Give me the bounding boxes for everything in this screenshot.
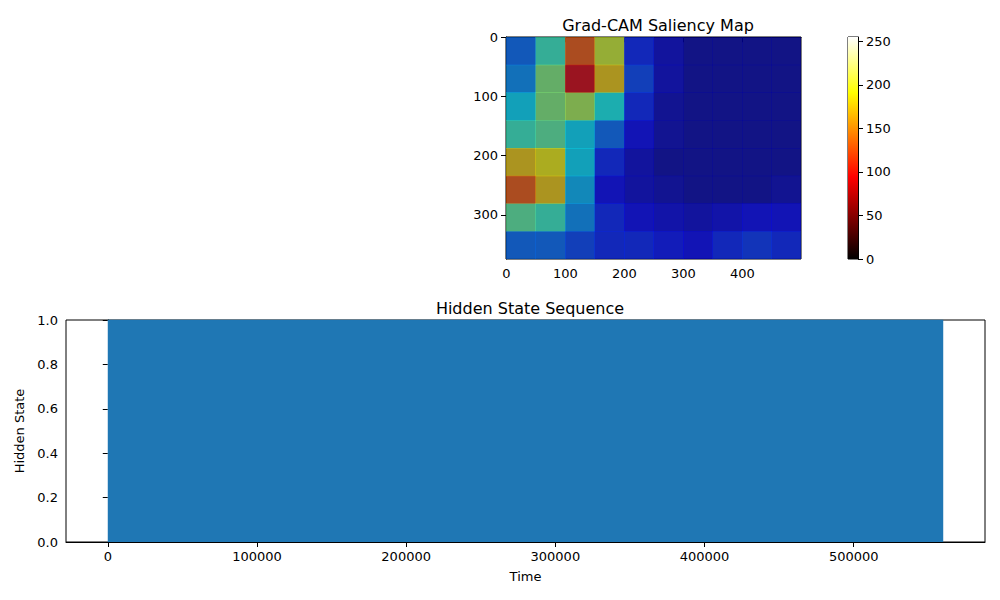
svg-text:0: 0: [502, 266, 510, 281]
svg-text:0.0: 0.0: [37, 535, 58, 550]
svg-text:300: 300: [473, 207, 498, 222]
svg-text:0: 0: [104, 549, 112, 564]
svg-text:200: 200: [473, 148, 498, 163]
svg-text:50: 50: [866, 208, 883, 223]
svg-text:300: 300: [671, 266, 696, 281]
svg-text:0.6: 0.6: [37, 401, 58, 416]
svg-text:200000: 200000: [381, 549, 431, 564]
svg-text:0.4: 0.4: [37, 446, 58, 461]
svg-text:1.0: 1.0: [37, 313, 58, 328]
svg-text:0: 0: [866, 252, 874, 267]
svg-text:250: 250: [866, 34, 891, 49]
svg-text:500000: 500000: [829, 549, 879, 564]
svg-text:0.8: 0.8: [37, 357, 58, 372]
svg-text:0.2: 0.2: [37, 490, 58, 505]
svg-text:Grad-CAM Saliency Map: Grad-CAM Saliency Map: [562, 16, 754, 35]
svg-text:200: 200: [866, 77, 891, 92]
svg-text:100: 100: [473, 89, 498, 104]
svg-text:300000: 300000: [531, 549, 581, 564]
svg-text:100: 100: [866, 164, 891, 179]
svg-text:150: 150: [866, 121, 891, 136]
svg-text:100: 100: [553, 266, 578, 281]
svg-text:100000: 100000: [232, 549, 282, 564]
svg-text:400: 400: [730, 266, 755, 281]
svg-text:0: 0: [490, 30, 498, 45]
svg-text:400000: 400000: [680, 549, 730, 564]
svg-text:Hidden State Sequence: Hidden State Sequence: [436, 299, 624, 318]
svg-text:Hidden State: Hidden State: [12, 389, 27, 474]
svg-text:Time: Time: [509, 569, 542, 584]
svg-text:200: 200: [612, 266, 637, 281]
